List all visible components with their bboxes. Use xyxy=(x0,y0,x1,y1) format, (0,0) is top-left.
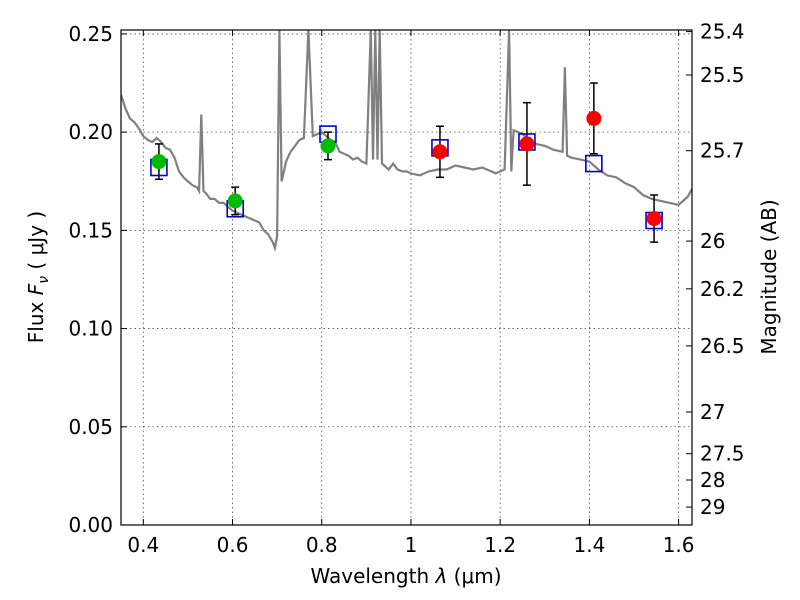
red-point xyxy=(519,136,535,152)
magnitude-tick-label: 27.5 xyxy=(700,442,745,466)
plot-area xyxy=(121,30,692,253)
model-photometry-box xyxy=(585,154,603,173)
y-tick-label: 0.20 xyxy=(68,120,113,144)
y-axis-ticks: 0.00 0.05 0.10 0.15 0.20 0.25 xyxy=(68,22,127,537)
grid-lines xyxy=(121,30,692,526)
y-axis-label: Flux Fν ( μJy ) xyxy=(24,211,52,343)
x-tick-label: 0.6 xyxy=(217,533,249,557)
observed-points xyxy=(151,110,662,227)
magnitude-tick-label: 26.2 xyxy=(700,277,745,301)
plot-frame xyxy=(120,29,693,526)
x-tick-label: 1.4 xyxy=(573,533,605,557)
x-axis-label: Wavelength λ (μm) xyxy=(310,564,501,588)
magnitude-tick-label: 25.7 xyxy=(700,139,745,163)
x-tick-label: 0.4 xyxy=(127,533,159,557)
green-point xyxy=(227,193,243,209)
green-point xyxy=(151,154,167,170)
magnitude-tick-label: 29 xyxy=(700,495,725,519)
error-bars xyxy=(154,82,659,243)
x-tick-label: 1.6 xyxy=(663,533,695,557)
red-point xyxy=(432,144,448,160)
magnitude-tick-label: 25.4 xyxy=(700,20,745,44)
magnitude-tick-label: 26 xyxy=(700,229,725,253)
x-axis-ticks: 0.4 0.6 0.8 1 1.2 1.4 1.6 xyxy=(127,30,695,557)
y-tick-label: 0.05 xyxy=(68,415,113,439)
magnitude-tick-label: 27 xyxy=(700,400,725,424)
y-tick-label: 0.25 xyxy=(68,22,113,46)
magnitude-axis-label: Magnitude (AB) xyxy=(757,199,781,354)
magnitude-tick-label: 28 xyxy=(700,468,725,492)
y-tick-label: 0.10 xyxy=(68,317,113,341)
magnitude-tick-label: 26.5 xyxy=(700,334,745,358)
magnitude-axis-ticks: 25.4 25.5 25.7 26 26.2 26.5 27 27.528 29 xyxy=(686,20,745,519)
x-tick-label: 1.2 xyxy=(484,533,516,557)
x-tick-label: 0.8 xyxy=(306,533,338,557)
y-tick-label: 0.15 xyxy=(68,218,113,242)
model-photometry-boxes xyxy=(150,125,663,230)
model-spectrum-line xyxy=(121,30,692,253)
y-tick-label: 0.00 xyxy=(68,513,113,537)
x-tick-label: 1 xyxy=(405,533,418,557)
magnitude-tick-label: 25.5 xyxy=(700,63,745,87)
red-point xyxy=(586,110,602,126)
green-point xyxy=(320,138,336,154)
red-point xyxy=(646,211,662,227)
